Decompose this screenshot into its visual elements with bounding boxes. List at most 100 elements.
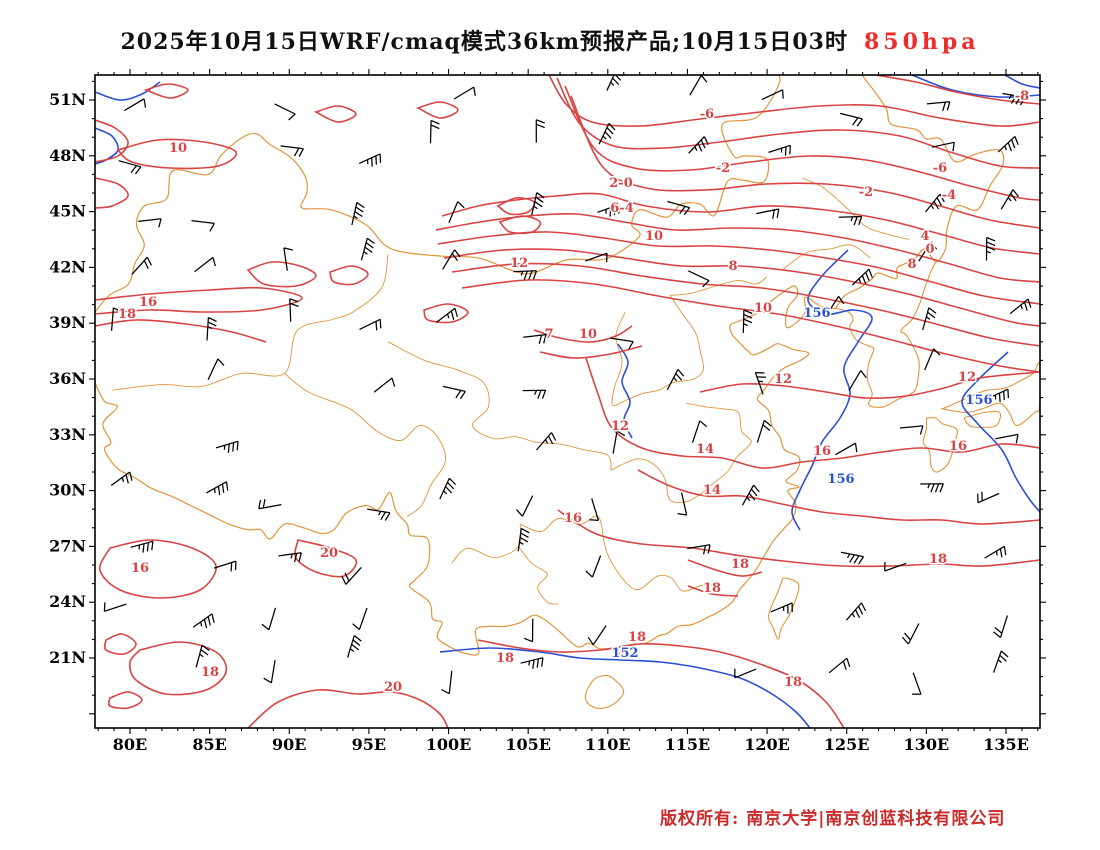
temperature-contour-line [116,138,238,170]
x-axis-label: 120E [744,735,790,754]
province-border [112,254,389,391]
x-axis-label: 110E [585,735,631,754]
temperature-contour-label: 18 [496,651,514,666]
x-axis-label: 130E [904,735,950,754]
wind-barb [912,672,922,695]
temperature-contour-label: 18 [784,675,802,690]
temperature-contour-label: 10 [579,327,597,342]
wind-barb [261,607,277,631]
temperature-contour-line [687,559,763,577]
temperature-contour-label: 16 [949,439,967,454]
wind-barb [851,268,873,286]
y-axis-label: 48N [49,146,86,165]
wind-barb [520,657,544,669]
wind-barb [263,659,276,684]
wind-barb [828,657,851,674]
wind-barb [351,201,365,226]
wind-barb [925,193,945,213]
temperature-contour-label: 18 [731,557,749,572]
wind-barb [138,218,162,228]
wind-barb [280,145,304,157]
temperature-contour-line [556,77,1040,169]
coastline-borders [95,75,1040,709]
temperature-contours [95,75,1040,728]
temperature-contour-label: 16 [564,511,582,526]
temperature-contour-label: 14 [696,442,714,457]
wind-barb [677,492,688,516]
height-contours [95,75,1040,728]
y-axis-label: 33N [49,425,86,444]
wind-barb [215,440,239,453]
y-axis-label: 51N [49,90,86,109]
wind-barb [367,508,391,521]
temperature-contour-label: -4 [942,188,956,203]
wind-barb [597,204,620,217]
island-coast [584,675,625,709]
temperature-contour-line [585,357,1040,469]
temperature-contour-label: 18 [118,307,136,322]
temperature-contour-label: 2-0 [609,176,633,191]
wind-barb [598,122,616,145]
temperature-contour-label: 12 [611,419,629,434]
wind-barb [289,298,299,322]
x-axis-label: 105E [505,735,551,754]
wind-barb [192,613,215,629]
temperature-contour-label: -2 [716,161,730,176]
temperature-contour-line [477,639,845,728]
wind-barb [110,471,133,487]
wind-barb [360,237,375,261]
wind-barb [585,252,608,263]
wind-barb [1009,298,1032,315]
temperature-contour-label: 6-4 [610,201,634,216]
y-axis-label: 45N [49,202,86,221]
temperature-contour-line [313,105,357,123]
height-contour-line [1004,75,1040,89]
wind-barb [666,368,685,391]
wind-barb [587,625,607,646]
wind-barb [742,309,753,334]
wind-barb [922,307,937,331]
wind-barb [429,119,440,144]
height-contour-line [961,351,1040,513]
height-contour-label: 156 [965,393,992,408]
china-border [95,75,781,313]
temperature-contour-line [637,469,1040,525]
wind-barb [341,566,362,585]
temperature-contour-line [441,192,1040,255]
map-frame [94,74,1041,729]
temperature-contour-label: 12 [510,256,528,271]
temperature-contour-label: 16 [139,295,157,310]
temperature-contour-line [539,345,643,359]
axes: 80E 85E 90E 95E 100E 105E 110E 115E 120E 125E 130E… [49,69,1046,754]
temperature-contour-line [451,262,1040,347]
temperature-contour-line [143,83,189,99]
temperature-contour-label: 10 [169,141,187,156]
wind-barb [359,318,382,331]
province-border [611,295,705,407]
island-coast [922,417,958,473]
china-border [95,285,836,656]
temperature-contour-line [107,691,143,710]
wind-barb [110,307,122,331]
wind-barb [606,75,624,91]
wind-barb [258,498,282,510]
temperature-contour-label: 8 [907,257,916,272]
temperature-contour-line [557,509,1040,568]
temperature-contour-line [422,303,469,324]
temperature-contour-line [247,688,449,728]
wind-barb [848,370,867,391]
wind-barb [1000,189,1019,210]
y-axis-label: 30N [49,481,86,500]
height-contour-label: 156 [827,472,854,487]
temperature-contour-line [533,325,633,343]
temperature-contour-label: 0 [925,242,934,257]
temperature-contour-label: 20 [320,546,338,561]
wind-barb [884,561,907,572]
province-border [520,515,720,592]
wind-barb [918,241,938,262]
wind-barb [689,75,708,96]
wind-barb [984,545,1007,559]
wind-barb [667,200,691,216]
temperature-contour-label: 4 [920,229,929,244]
